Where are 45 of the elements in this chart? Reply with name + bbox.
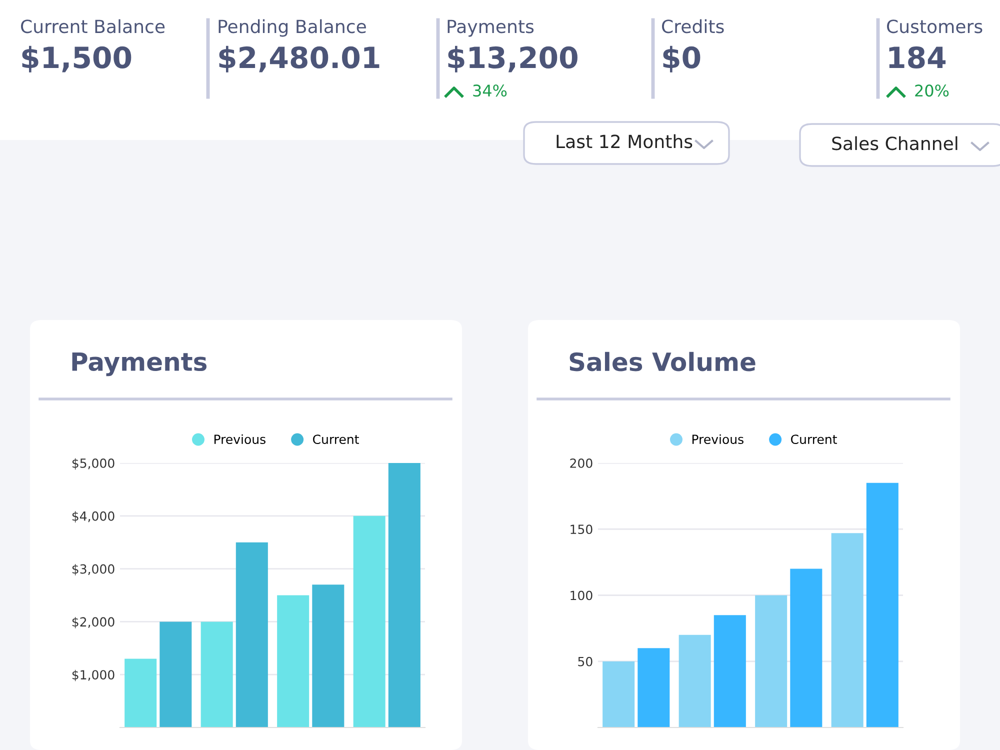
bar bbox=[866, 482, 898, 728]
bar bbox=[714, 615, 746, 728]
bar bbox=[638, 648, 670, 728]
text: $13,200 bbox=[448, 46, 578, 72]
y-tick-label: $1,000 bbox=[72, 670, 114, 682]
chart-title: Sales Volume bbox=[570, 352, 756, 372]
text: $2,480.01 bbox=[219, 46, 380, 72]
text: 34% bbox=[473, 84, 507, 97]
text: Last 12 Months bbox=[556, 134, 692, 148]
bar bbox=[353, 516, 386, 728]
y-tick-label: 100 bbox=[570, 590, 592, 600]
bar bbox=[388, 463, 420, 728]
bar bbox=[124, 658, 157, 728]
text: Sales Channel bbox=[832, 136, 958, 150]
y-tick-label: $3,000 bbox=[72, 564, 114, 576]
chart-title: Payments bbox=[72, 352, 206, 376]
legend-label: Current bbox=[791, 434, 837, 444]
bar bbox=[277, 595, 310, 728]
text: $1,500 bbox=[22, 46, 132, 72]
y-tick-label: $5,000 bbox=[72, 458, 114, 470]
text: Payments bbox=[448, 20, 534, 37]
bar bbox=[831, 533, 864, 728]
bar bbox=[200, 622, 233, 728]
text: 184 bbox=[889, 46, 946, 68]
bar bbox=[790, 568, 822, 728]
text: Pending Balance bbox=[218, 19, 366, 37]
text: $0 bbox=[663, 46, 700, 72]
bar bbox=[160, 622, 192, 728]
y-tick-label: 50 bbox=[578, 656, 592, 666]
y-tick-label: 150 bbox=[570, 524, 592, 534]
bar bbox=[602, 661, 635, 728]
text: 20% bbox=[915, 84, 949, 97]
y-tick-label: 200 bbox=[570, 458, 592, 468]
y-tick-label: $2,000 bbox=[72, 616, 114, 628]
text: Credits bbox=[662, 19, 724, 34]
bar bbox=[236, 542, 268, 728]
text: Customers bbox=[887, 20, 982, 34]
bar bbox=[755, 595, 788, 728]
legend-label: Previous bbox=[214, 434, 266, 444]
text: Current Balance bbox=[21, 19, 165, 34]
legend-label: Current bbox=[313, 434, 359, 444]
bar bbox=[678, 634, 711, 728]
bar bbox=[312, 584, 344, 728]
legend-label: Previous bbox=[692, 434, 744, 444]
y-tick-label: $4,000 bbox=[72, 511, 114, 522]
